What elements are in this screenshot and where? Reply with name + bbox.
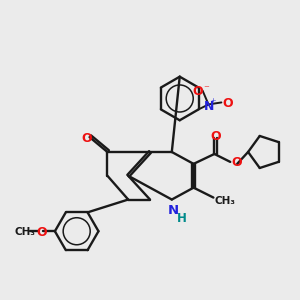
Text: O: O	[222, 97, 232, 110]
Text: N: N	[204, 100, 215, 113]
Text: O: O	[37, 226, 47, 239]
Text: CH₃: CH₃	[215, 196, 236, 206]
Text: H: H	[177, 212, 187, 225]
Text: N: N	[168, 204, 179, 217]
Text: CH₃: CH₃	[15, 227, 36, 237]
Text: O: O	[231, 156, 242, 170]
Text: O: O	[192, 85, 203, 98]
Text: O: O	[81, 132, 92, 145]
Text: ⁻: ⁻	[204, 85, 209, 94]
Text: ⁺: ⁺	[211, 98, 216, 108]
Text: O: O	[210, 130, 221, 142]
